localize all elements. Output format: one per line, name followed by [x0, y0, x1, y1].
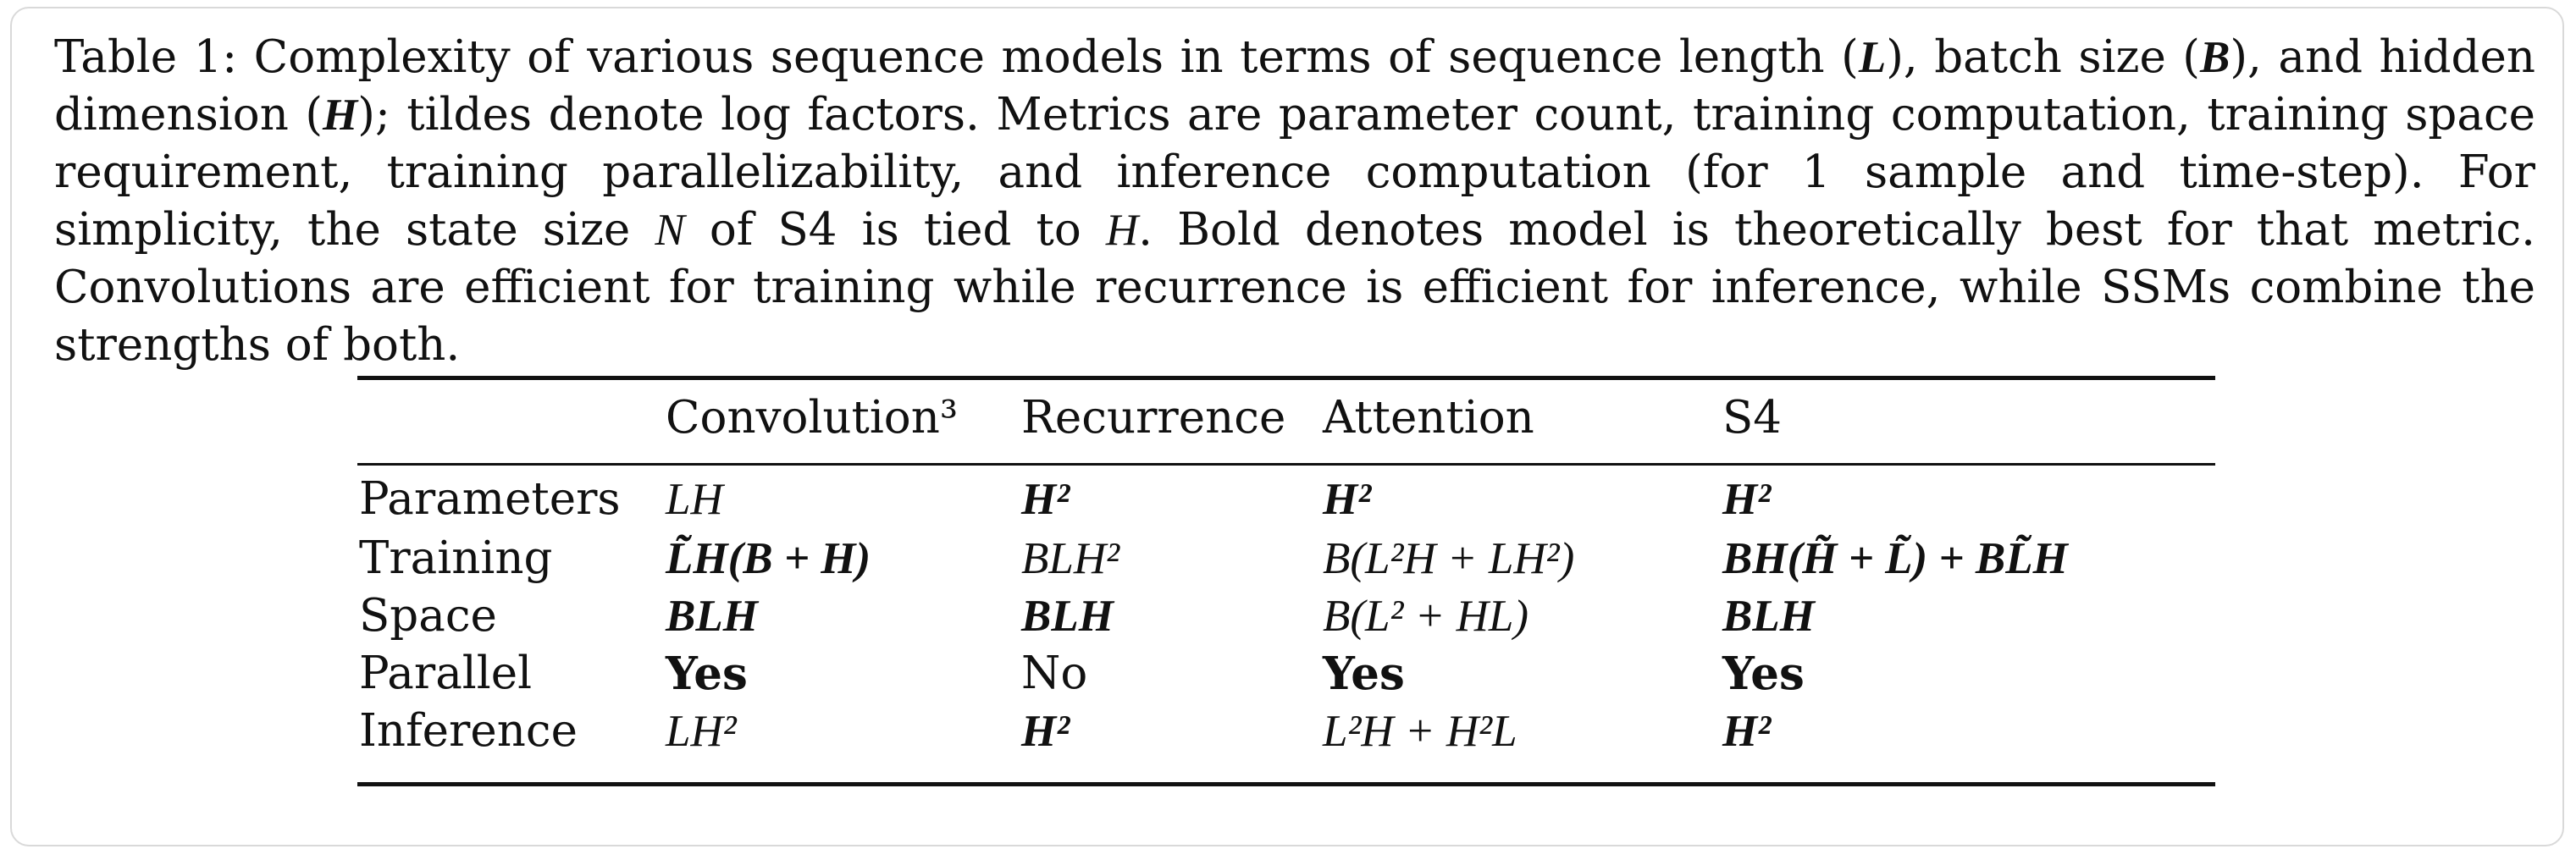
caption-symbol-L: L: [1858, 33, 1887, 82]
cell-parallel-convolution: Yes: [666, 648, 748, 700]
cell-training-s4: BH(H̃ + L̃) + BL̃H: [1722, 534, 2068, 583]
cell-parameters-recurrence: H²: [1021, 475, 1070, 524]
cell-training-recurrence: BLH²: [1021, 534, 1120, 583]
caption-symbol-H-2: H: [1105, 206, 1139, 255]
cell-parallel-recurrence: No: [1021, 648, 1088, 699]
caption-label: Table 1:: [54, 31, 238, 83]
caption-text-2: ), batch size (: [1886, 31, 2200, 83]
content-card: [10, 7, 2564, 846]
row-label-parameters: Parameters: [359, 473, 621, 525]
header-s4: S4: [1722, 392, 1783, 444]
caption-symbol-N: N: [655, 206, 685, 255]
table-header-rule: [357, 463, 2215, 466]
table-top-rule: [357, 376, 2215, 380]
cell-space-recurrence: BLH: [1021, 592, 1114, 641]
cell-training-convolution: L̃H(B + H): [666, 534, 871, 583]
caption-symbol-B: B: [2200, 33, 2231, 82]
table-bottom-rule: [357, 782, 2215, 786]
caption-text-3: ), and hidden dimension (: [54, 31, 2535, 141]
cell-space-s4: BLH: [1722, 592, 1815, 641]
table-caption: Table 1: Complexity of various sequence …: [54, 29, 2535, 374]
cell-parallel-s4: Yes: [1722, 648, 1805, 700]
cell-parameters-convolution: LH: [666, 475, 723, 524]
row-label-parallel: Parallel: [359, 648, 533, 699]
caption-text-1: Complexity of various sequence models in…: [253, 31, 1859, 83]
header-attention: Attention: [1323, 392, 1534, 444]
row-label-inference: Inference: [359, 705, 578, 757]
cell-training-attention: B(L²H + LH²): [1323, 534, 1575, 583]
cell-inference-convolution: LH²: [666, 707, 737, 756]
row-label-training: Training: [359, 532, 553, 584]
cell-inference-attention: L²H + H²L: [1323, 707, 1517, 756]
caption-text-6: . Bold denotes model is theoretically be…: [54, 204, 2535, 371]
cell-inference-recurrence: H²: [1021, 707, 1070, 756]
cell-parameters-attention: H²: [1323, 475, 1372, 524]
row-label-space: Space: [359, 590, 497, 642]
cell-space-convolution: BLH: [666, 592, 758, 641]
cell-space-attention: B(L² + HL): [1323, 592, 1529, 641]
caption-text-5: of S4 is tied to: [684, 204, 1106, 256]
caption-symbol-H: H: [323, 91, 358, 140]
cell-parameters-s4: H²: [1722, 475, 1772, 524]
header-convolution: Convolution³: [666, 392, 959, 444]
cell-parallel-attention: Yes: [1323, 648, 1405, 700]
caption-text-4: ); tildes denote log factors. Metrics ar…: [54, 89, 2535, 256]
cell-inference-s4: H²: [1722, 707, 1772, 756]
header-recurrence: Recurrence: [1021, 392, 1286, 444]
